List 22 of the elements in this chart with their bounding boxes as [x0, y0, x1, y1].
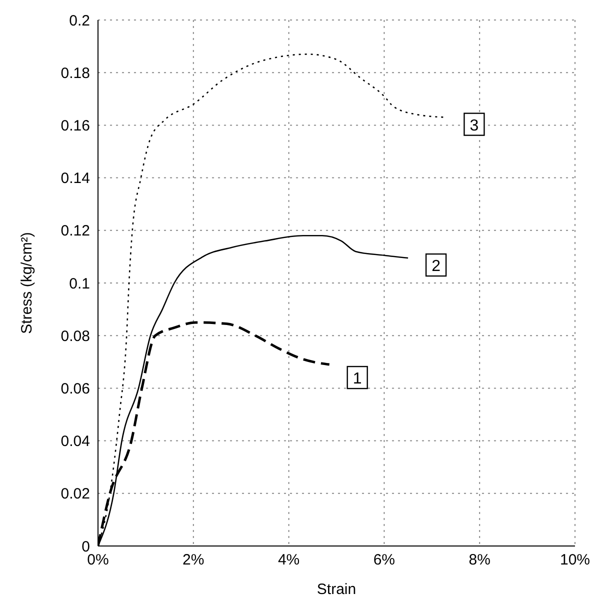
y-tick-label: 0.14 [60, 170, 90, 188]
series-label: 3 [470, 117, 479, 134]
y-tick-label: 0.04 [60, 433, 90, 450]
x-tick-label: 4% [278, 552, 300, 569]
x-tick-label: 10% [560, 552, 590, 569]
y-axis-title: Stress (kg/cm²) [18, 232, 36, 334]
y-tick-label: 0.12 [60, 222, 90, 240]
y-tick-label: 0.2 [69, 12, 90, 30]
x-tick-label: 6% [373, 552, 396, 569]
x-tick-label: 2% [182, 552, 204, 569]
series-label: 2 [432, 258, 441, 276]
x-axis-title: Strain [316, 581, 356, 598]
y-tick-label: 0.16 [60, 118, 90, 135]
y-tick-label: 0.02 [60, 486, 90, 503]
y-tick-label: 0.1 [69, 275, 90, 292]
x-tick-label: 0% [87, 552, 109, 569]
series-label: 1 [352, 370, 362, 388]
y-tick-label: 0.18 [60, 64, 90, 82]
y-tick-label: 0.06 [60, 380, 90, 398]
y-tick-label: 0 [82, 538, 90, 556]
y-tick-label: 0.08 [60, 328, 90, 345]
x-tick-label: 8% [468, 552, 490, 569]
